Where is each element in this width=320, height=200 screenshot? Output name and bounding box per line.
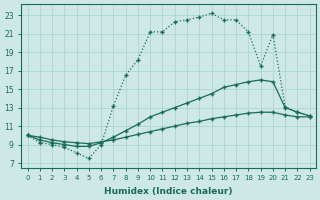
X-axis label: Humidex (Indice chaleur): Humidex (Indice chaleur) (104, 187, 233, 196)
